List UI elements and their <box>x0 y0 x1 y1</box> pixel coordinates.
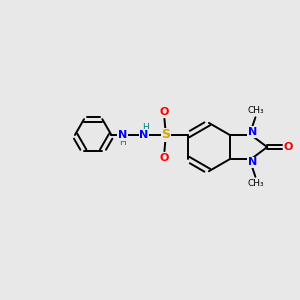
Text: O: O <box>284 142 293 152</box>
Text: H: H <box>142 123 149 132</box>
Text: O: O <box>160 107 169 117</box>
Text: O: O <box>160 153 169 163</box>
Text: CH₃: CH₃ <box>248 106 265 115</box>
Text: S: S <box>161 128 170 142</box>
Text: N: N <box>118 130 127 140</box>
Text: N: N <box>139 130 148 140</box>
Text: N: N <box>248 157 257 167</box>
Text: H: H <box>119 138 126 147</box>
Text: CH₃: CH₃ <box>248 179 265 188</box>
Text: N: N <box>248 127 257 137</box>
